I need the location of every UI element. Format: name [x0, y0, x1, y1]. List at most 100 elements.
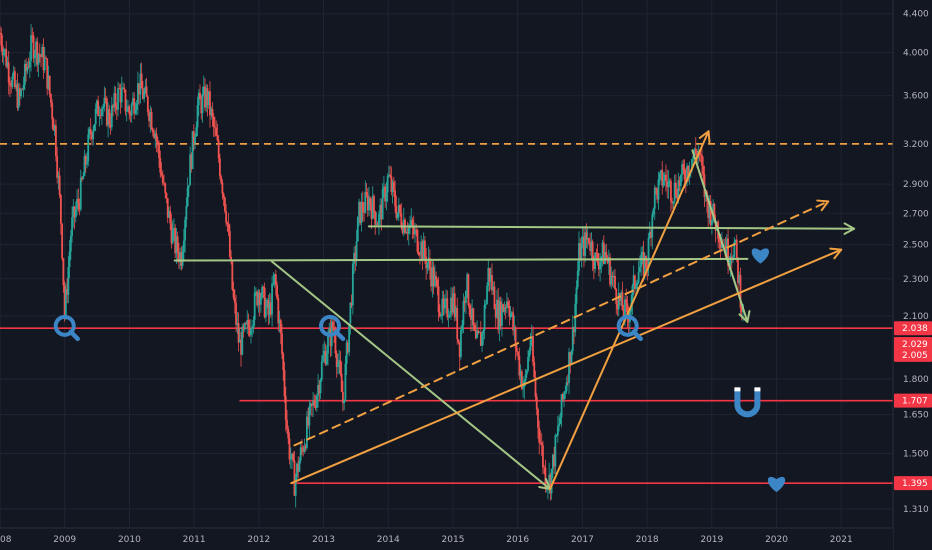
candle-body	[293, 460, 296, 496]
price-tick-label: 1.800	[903, 375, 929, 385]
candle-body	[62, 258, 65, 286]
candle-body	[344, 363, 347, 400]
candle-body	[124, 89, 127, 112]
candle-body	[53, 125, 56, 131]
candle-body	[631, 285, 634, 304]
candle-body	[127, 106, 129, 112]
candle-body	[41, 46, 44, 58]
candle-body	[625, 299, 628, 304]
candle-body	[102, 106, 105, 109]
candle-body	[506, 301, 508, 309]
price-tag-bg	[894, 337, 932, 352]
candle-body	[155, 133, 158, 142]
candle-body	[416, 229, 419, 252]
candle-body	[640, 254, 642, 267]
candle-body	[200, 99, 203, 114]
price-tag-bg	[894, 321, 932, 336]
candle-body	[186, 187, 189, 207]
time-axis-panel[interactable]	[0, 528, 893, 550]
candle-body	[499, 301, 502, 326]
candle-body	[586, 237, 589, 240]
candle-body	[190, 154, 193, 169]
candle-body	[160, 172, 163, 176]
candle-body	[144, 86, 147, 93]
candle-body	[232, 289, 235, 298]
candle-body	[153, 132, 155, 138]
candle-body	[583, 236, 585, 256]
candle-body	[134, 109, 137, 114]
candle-body	[602, 242, 605, 264]
candle-body	[272, 283, 275, 285]
candle-body	[566, 382, 569, 384]
candle-body	[81, 177, 83, 180]
trendline-arrowhead	[816, 199, 830, 212]
candle-body	[266, 299, 269, 306]
candle-body	[453, 293, 456, 318]
magnifier-ring	[616, 314, 639, 337]
candle-body	[411, 219, 414, 228]
candle-body	[638, 266, 641, 273]
candle-body	[171, 229, 174, 244]
candle-body	[139, 73, 142, 95]
candle-body	[135, 103, 138, 110]
candle-body	[596, 253, 599, 263]
candle-body	[643, 255, 646, 276]
candle-body	[43, 57, 46, 71]
candle-body	[540, 442, 543, 446]
candle-body	[467, 274, 470, 306]
candle-body	[271, 283, 273, 315]
candle-body	[2, 50, 5, 56]
candle-body	[180, 251, 183, 266]
candle-body	[77, 198, 80, 203]
candle-body	[397, 205, 400, 213]
candle-body	[666, 180, 669, 188]
candle-body	[87, 134, 90, 162]
price-axis-panel[interactable]	[893, 0, 932, 550]
candle-body	[396, 212, 399, 218]
candle-body	[409, 225, 411, 226]
candle-body	[446, 298, 449, 318]
candle-body	[374, 211, 377, 225]
candle-body	[387, 174, 390, 177]
candle-body	[636, 282, 639, 286]
candle-body	[151, 129, 154, 133]
candle-body	[123, 87, 126, 90]
candle-body	[663, 174, 666, 181]
candle-body	[159, 158, 162, 173]
candle-body	[415, 229, 418, 231]
candle-body	[312, 400, 314, 406]
candle-body	[601, 242, 604, 257]
candle-body	[282, 354, 285, 371]
candle-body	[304, 446, 307, 449]
price-tick-label: 1.310	[903, 505, 929, 515]
candle-body	[483, 305, 486, 331]
candle-body	[297, 463, 300, 472]
candle-body	[1, 45, 4, 56]
candle-body	[553, 454, 556, 467]
candle-body	[26, 66, 29, 72]
candle-body	[132, 98, 134, 105]
candle-body	[322, 355, 324, 362]
time-tick-label: 2018	[636, 535, 659, 545]
candle-body	[223, 197, 226, 212]
candle-body	[337, 363, 339, 367]
candle-body	[335, 353, 338, 367]
candle-body	[207, 91, 210, 105]
heart-icon	[751, 248, 770, 264]
candle-body	[514, 327, 517, 348]
candle-body	[580, 243, 583, 261]
candle-body	[5, 49, 8, 67]
candle-body	[197, 92, 200, 106]
candle-body	[42, 46, 45, 71]
candle-body	[573, 327, 575, 333]
price-tick-label: 2.900	[903, 180, 929, 190]
candle-body	[268, 302, 271, 316]
candle-body	[426, 263, 429, 269]
time-tick-label: 2009	[53, 535, 76, 545]
candle-body	[350, 302, 353, 306]
candle-body	[118, 88, 121, 89]
candle-body	[79, 177, 82, 210]
candle-body	[210, 108, 213, 116]
